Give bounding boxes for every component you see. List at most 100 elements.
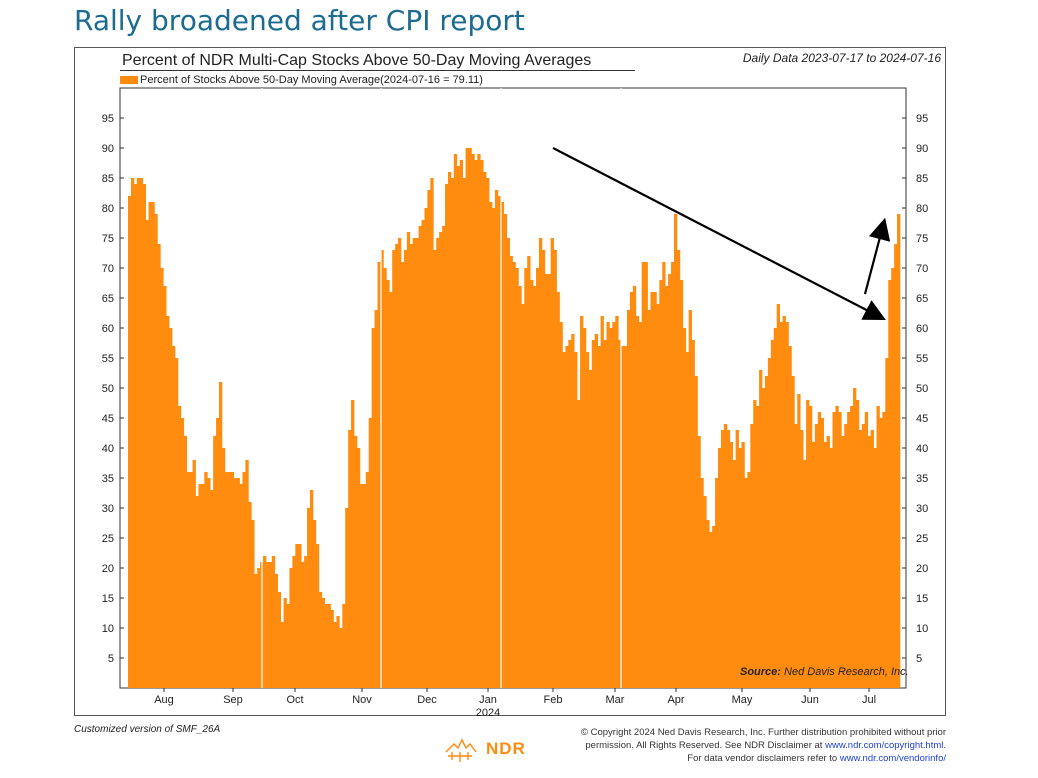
y-tick-label-left: 10 bbox=[102, 623, 114, 635]
bar bbox=[368, 418, 372, 688]
bar bbox=[867, 436, 871, 688]
y-tick-label-right: 25 bbox=[916, 533, 928, 545]
bar bbox=[767, 358, 772, 688]
bar bbox=[450, 178, 455, 688]
y-tick-label-right: 45 bbox=[916, 413, 928, 425]
ndr-logo: NDR bbox=[440, 734, 526, 764]
x-tick-label: Jul bbox=[862, 694, 876, 706]
bar bbox=[216, 418, 220, 688]
bar bbox=[673, 214, 678, 688]
bar bbox=[474, 160, 478, 688]
y-tick-label-right: 5 bbox=[916, 653, 922, 665]
bar bbox=[820, 418, 825, 688]
bar bbox=[800, 430, 804, 688]
bar bbox=[489, 202, 493, 688]
bar bbox=[609, 328, 613, 688]
bar bbox=[776, 304, 780, 688]
bar bbox=[676, 250, 681, 688]
bar bbox=[606, 322, 610, 688]
bar bbox=[544, 274, 549, 688]
bar bbox=[348, 430, 352, 688]
bar bbox=[392, 250, 396, 688]
bar bbox=[503, 214, 508, 688]
vendor-info-link[interactable]: www.ndr.com/vendorinfo/ bbox=[839, 753, 946, 764]
bar bbox=[195, 496, 199, 688]
bar bbox=[307, 508, 311, 688]
copyright-line-2-text: permission. All Rights Reserved. See NDR… bbox=[585, 740, 823, 751]
bar bbox=[304, 556, 308, 688]
x-tick-label: Nov bbox=[352, 694, 372, 706]
bar bbox=[151, 202, 155, 688]
copyright-link[interactable]: www.ndr.com/copyright.html. bbox=[825, 740, 946, 751]
bar bbox=[277, 592, 281, 688]
bar bbox=[433, 250, 437, 688]
x-tick-label: Sep bbox=[223, 694, 243, 706]
bar bbox=[180, 418, 185, 688]
y-tick-label-right: 90 bbox=[916, 143, 928, 155]
bar bbox=[421, 220, 425, 688]
bar bbox=[409, 244, 414, 688]
ndr-logo-text: NDR bbox=[486, 739, 526, 758]
bar bbox=[612, 322, 616, 688]
bar bbox=[186, 472, 190, 688]
bar bbox=[694, 376, 698, 688]
bar bbox=[371, 328, 375, 688]
uptrend-arrow bbox=[863, 217, 891, 295]
bar bbox=[656, 304, 660, 688]
y-tick-label-right: 70 bbox=[916, 263, 928, 275]
bar bbox=[189, 472, 193, 688]
bar bbox=[389, 292, 393, 688]
bar bbox=[811, 442, 816, 688]
bar bbox=[709, 532, 713, 688]
legend-label: Percent of Stocks Above 50-Day Moving Av… bbox=[140, 74, 483, 86]
bar bbox=[814, 424, 819, 688]
bar bbox=[486, 178, 490, 688]
bar bbox=[415, 238, 419, 688]
bar bbox=[632, 286, 637, 688]
bar bbox=[204, 472, 208, 688]
bar bbox=[280, 622, 284, 688]
bar bbox=[500, 202, 505, 688]
bar bbox=[618, 340, 622, 688]
chart-legend: Percent of Stocks Above 50-Day Moving Av… bbox=[120, 74, 483, 86]
bar bbox=[809, 406, 813, 688]
bar bbox=[653, 292, 657, 688]
y-tick-label-right: 60 bbox=[916, 323, 928, 335]
bar bbox=[365, 472, 370, 688]
bar bbox=[166, 316, 170, 688]
bar bbox=[720, 430, 725, 688]
bar bbox=[782, 316, 786, 688]
bar bbox=[806, 400, 810, 688]
bar bbox=[538, 238, 543, 688]
bar bbox=[850, 406, 854, 688]
y-tick-label-left: 75 bbox=[102, 233, 114, 245]
bar bbox=[398, 238, 402, 688]
bar bbox=[483, 172, 487, 688]
bar bbox=[424, 208, 428, 688]
bar bbox=[585, 352, 590, 688]
bar bbox=[251, 520, 255, 688]
bar bbox=[509, 256, 513, 688]
bar bbox=[706, 520, 710, 688]
bar bbox=[518, 286, 522, 688]
bar bbox=[882, 412, 886, 688]
bar bbox=[668, 274, 672, 688]
copyright-block: © Copyright 2024 Ned Davis Research, Inc… bbox=[581, 726, 946, 765]
bar bbox=[254, 574, 258, 688]
bar bbox=[541, 250, 546, 688]
bar bbox=[236, 478, 240, 688]
bar bbox=[556, 292, 560, 688]
bar bbox=[245, 460, 249, 688]
bar bbox=[233, 478, 237, 688]
x-tick-label: Mar bbox=[606, 694, 625, 706]
bar bbox=[477, 154, 481, 688]
bar bbox=[257, 568, 261, 688]
bar bbox=[764, 376, 769, 688]
bar bbox=[700, 478, 704, 688]
bar bbox=[594, 334, 599, 688]
bar bbox=[430, 178, 434, 688]
x-tick-label: May bbox=[732, 694, 753, 706]
bar bbox=[644, 262, 648, 688]
bar bbox=[497, 196, 502, 688]
bar bbox=[406, 232, 411, 688]
